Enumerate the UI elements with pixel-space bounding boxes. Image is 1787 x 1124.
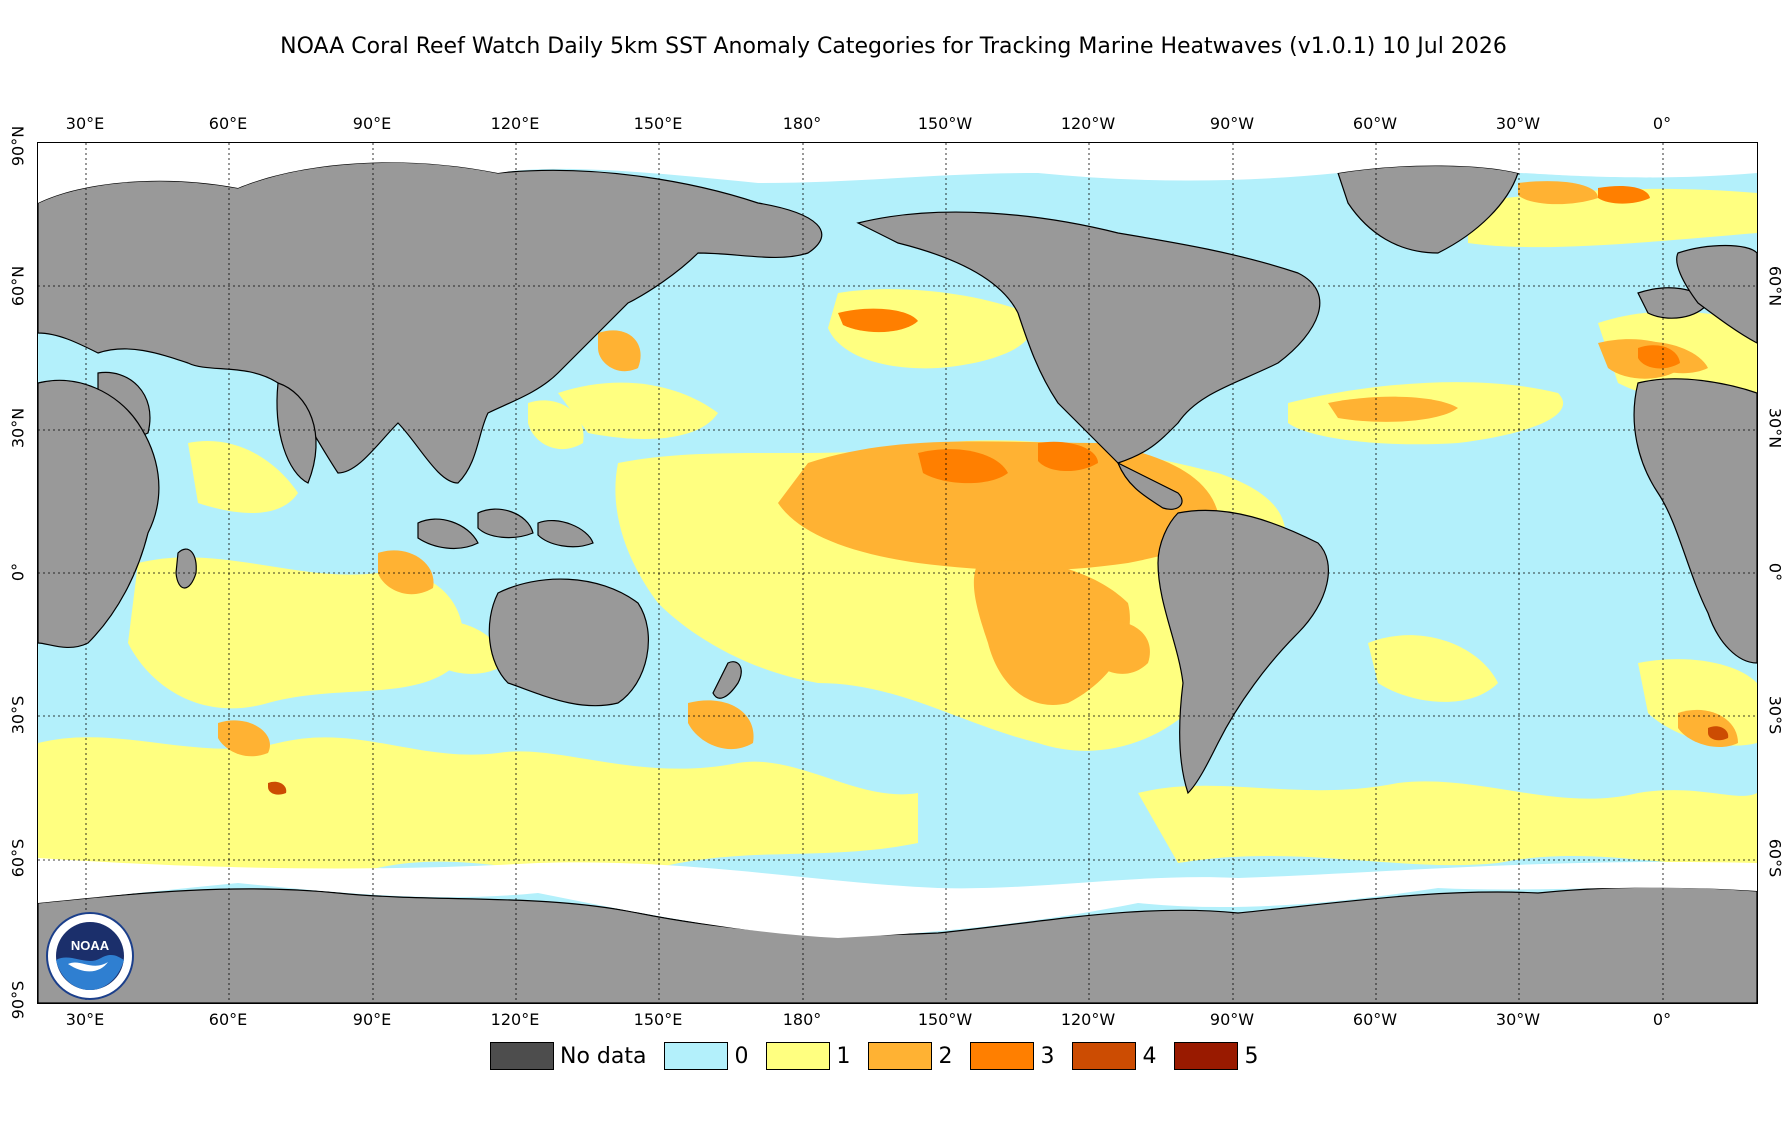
legend-swatch — [868, 1042, 933, 1070]
lat-label-left: 30°S — [8, 695, 28, 735]
lon-label-top: 120°W — [1060, 114, 1116, 133]
legend-item: 4 — [1072, 1042, 1156, 1070]
lon-label-top: 150°E — [633, 114, 683, 133]
lon-label-bottom: 90°E — [352, 1010, 392, 1029]
lat-label-left: 0° — [8, 562, 28, 582]
lon-label-top: 180° — [782, 114, 822, 133]
legend-label: 0 — [734, 1043, 749, 1069]
sst-anomaly-map — [37, 142, 1758, 1004]
lon-label-bottom: 150°E — [633, 1010, 683, 1029]
lat-label-right: 30°S — [1765, 695, 1785, 735]
lat-label-left: 60°S — [8, 838, 28, 878]
lon-label-bottom: 90°W — [1209, 1010, 1255, 1029]
lat-label-right: 30°N — [1765, 407, 1785, 449]
legend-label: 3 — [1040, 1043, 1055, 1069]
lon-label-top: 60°E — [208, 114, 248, 133]
legend-swatch — [490, 1042, 554, 1070]
lon-label-top: 30°E — [65, 114, 105, 133]
lon-label-top: 90°E — [352, 114, 392, 133]
lon-label-top: 0° — [1652, 114, 1672, 133]
legend: No data 0 1 2 3 4 5 — [490, 1040, 1276, 1072]
legend-label: 1 — [836, 1043, 851, 1069]
lon-label-bottom: 30°W — [1495, 1010, 1541, 1029]
lat-label-right: 0° — [1765, 562, 1785, 582]
legend-label: 4 — [1142, 1043, 1157, 1069]
legend-item: 3 — [970, 1042, 1054, 1070]
lon-label-top: 60°W — [1352, 114, 1398, 133]
lat-label-left: 90°N — [8, 125, 28, 167]
sea-ice-areas — [38, 143, 1757, 938]
lon-label-top: 90°W — [1209, 114, 1255, 133]
land-masses — [38, 161, 1757, 1003]
graticule — [38, 143, 1757, 1003]
legend-item: 1 — [766, 1042, 850, 1070]
legend-swatch — [1072, 1042, 1137, 1070]
lon-label-bottom: 180° — [782, 1010, 822, 1029]
legend-swatch — [1174, 1042, 1239, 1070]
lon-label-bottom: 120°W — [1060, 1010, 1116, 1029]
logo-text: NOAA — [71, 938, 110, 953]
map-svg — [38, 143, 1757, 1003]
lon-label-bottom: 150°W — [917, 1010, 973, 1029]
lon-label-top: 120°E — [490, 114, 540, 133]
noaa-logo-icon: NOAA — [46, 912, 134, 1000]
lat-label-right: 60°S — [1765, 838, 1785, 878]
lon-label-top: 150°W — [917, 114, 973, 133]
legend-item: No data — [490, 1042, 646, 1070]
legend-label: 2 — [938, 1043, 953, 1069]
legend-swatch — [970, 1042, 1035, 1070]
map-title: NOAA Coral Reef Watch Daily 5km SST Anom… — [280, 34, 1507, 59]
anomaly-category-4 — [268, 726, 1729, 795]
legend-label: No data — [560, 1043, 647, 1069]
lon-label-bottom: 0° — [1652, 1010, 1672, 1029]
lon-label-bottom: 120°E — [490, 1010, 540, 1029]
legend-item: 2 — [868, 1042, 952, 1070]
legend-swatch — [664, 1042, 729, 1070]
lon-label-bottom: 60°W — [1352, 1010, 1398, 1029]
lat-label-right: 60°N — [1765, 265, 1785, 307]
legend-item: 5 — [1174, 1042, 1258, 1070]
lon-label-bottom: 30°E — [65, 1010, 105, 1029]
lat-label-left: 60°N — [8, 265, 28, 307]
lat-label-left: 30°N — [8, 407, 28, 449]
lon-label-bottom: 60°E — [208, 1010, 248, 1029]
lon-label-top: 30°W — [1495, 114, 1541, 133]
anomaly-category-3 — [838, 186, 1680, 484]
legend-swatch — [766, 1042, 831, 1070]
legend-item: 0 — [664, 1042, 748, 1070]
lat-label-left: 90°S — [8, 980, 28, 1020]
legend-label: 5 — [1244, 1043, 1259, 1069]
